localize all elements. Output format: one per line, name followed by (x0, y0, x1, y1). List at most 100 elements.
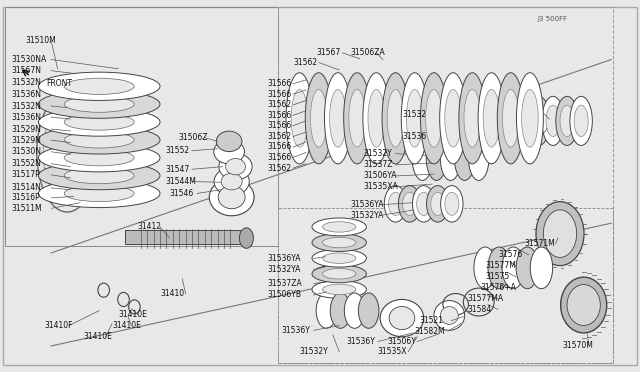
Text: 31567: 31567 (317, 48, 341, 57)
Text: 31577MA: 31577MA (467, 294, 503, 303)
Ellipse shape (323, 269, 356, 279)
Ellipse shape (64, 185, 134, 202)
Ellipse shape (570, 96, 593, 145)
Bar (125, 230, 246, 244)
Text: 31410F: 31410F (45, 321, 74, 330)
Ellipse shape (388, 192, 403, 215)
Ellipse shape (349, 89, 365, 147)
Ellipse shape (445, 89, 461, 147)
Ellipse shape (286, 73, 313, 164)
Ellipse shape (440, 73, 467, 164)
Ellipse shape (214, 167, 250, 195)
Ellipse shape (522, 89, 538, 147)
Text: 31566: 31566 (268, 111, 292, 120)
Bar (278, 208, 613, 363)
Text: 31521: 31521 (419, 316, 444, 325)
Ellipse shape (358, 293, 379, 328)
Text: 31547: 31547 (165, 165, 189, 174)
Text: 31506YB: 31506YB (268, 291, 301, 299)
Bar (278, 7, 613, 363)
Ellipse shape (417, 192, 431, 215)
Text: 31575: 31575 (485, 272, 509, 281)
Ellipse shape (344, 293, 365, 328)
Text: 31536N: 31536N (12, 113, 42, 122)
Ellipse shape (468, 136, 489, 180)
Ellipse shape (412, 136, 433, 180)
Text: 31510M: 31510M (26, 36, 56, 45)
Text: 31562: 31562 (293, 58, 317, 67)
Text: 31536Y: 31536Y (512, 130, 541, 139)
Ellipse shape (532, 105, 546, 137)
Ellipse shape (330, 89, 346, 147)
Ellipse shape (312, 280, 367, 298)
Ellipse shape (420, 73, 447, 164)
Ellipse shape (440, 186, 463, 222)
Ellipse shape (221, 173, 243, 190)
Ellipse shape (310, 89, 327, 147)
Text: 31552: 31552 (165, 146, 189, 155)
Ellipse shape (497, 73, 524, 164)
Ellipse shape (513, 96, 536, 145)
Text: 31546: 31546 (170, 189, 194, 198)
Ellipse shape (330, 293, 351, 328)
Ellipse shape (541, 96, 564, 145)
Ellipse shape (434, 301, 465, 330)
Ellipse shape (64, 114, 134, 130)
Text: 31536YA: 31536YA (268, 254, 301, 263)
Text: 31516P: 31516P (12, 193, 40, 202)
Ellipse shape (398, 186, 421, 222)
Ellipse shape (64, 132, 134, 148)
Ellipse shape (530, 247, 553, 289)
Ellipse shape (38, 90, 160, 118)
Ellipse shape (239, 228, 253, 248)
Ellipse shape (226, 158, 245, 175)
Text: 31532Y: 31532Y (402, 110, 431, 119)
Ellipse shape (387, 89, 404, 147)
Ellipse shape (459, 73, 486, 164)
Ellipse shape (38, 144, 160, 172)
Text: 31566: 31566 (268, 90, 292, 99)
Ellipse shape (216, 131, 242, 152)
Text: 31577M: 31577M (485, 262, 516, 270)
Text: 31535X: 31535X (378, 347, 407, 356)
Text: 31566: 31566 (268, 121, 292, 130)
Text: 31544M: 31544M (165, 177, 196, 186)
Ellipse shape (64, 96, 134, 112)
Text: 31562: 31562 (268, 132, 292, 141)
Ellipse shape (382, 73, 409, 164)
Ellipse shape (368, 89, 385, 147)
Ellipse shape (218, 186, 245, 209)
Text: 31532Y: 31532Y (364, 149, 392, 158)
Ellipse shape (516, 247, 539, 289)
Text: 31535XA: 31535XA (364, 182, 398, 191)
Text: 31412: 31412 (138, 222, 161, 231)
Text: 31514N: 31514N (12, 183, 42, 192)
Ellipse shape (214, 140, 244, 164)
Ellipse shape (312, 234, 367, 251)
Text: 31410: 31410 (160, 289, 184, 298)
Ellipse shape (312, 218, 367, 236)
Text: 31552N: 31552N (12, 159, 42, 168)
Text: 31532N: 31532N (12, 102, 42, 110)
Ellipse shape (431, 192, 445, 215)
Ellipse shape (426, 136, 447, 180)
Ellipse shape (527, 96, 550, 145)
Ellipse shape (536, 202, 584, 266)
Text: 31576+A: 31576+A (480, 283, 516, 292)
Text: 31566: 31566 (268, 153, 292, 162)
Ellipse shape (502, 89, 519, 147)
Ellipse shape (64, 167, 134, 184)
Text: 31536YA: 31536YA (351, 200, 384, 209)
Text: 31532Y: 31532Y (512, 108, 541, 117)
Ellipse shape (516, 73, 543, 164)
Text: 31410E: 31410E (83, 332, 112, 341)
Text: 31536Y: 31536Y (347, 337, 376, 346)
Text: 31537ZA: 31537ZA (268, 279, 302, 288)
Ellipse shape (323, 237, 356, 248)
Text: 31410E: 31410E (118, 310, 147, 319)
Ellipse shape (38, 72, 160, 100)
Text: 31506Z: 31506Z (178, 133, 207, 142)
Ellipse shape (502, 247, 525, 289)
Text: 31506ZA: 31506ZA (351, 48, 385, 57)
Ellipse shape (219, 153, 252, 180)
